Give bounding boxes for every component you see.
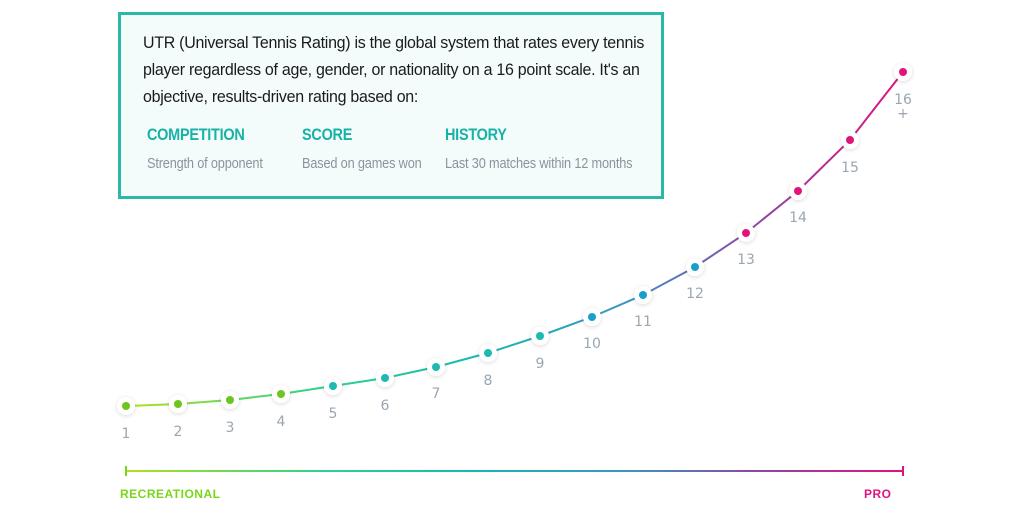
- pro-label: PRO: [864, 487, 892, 501]
- rating-point-12: [686, 258, 704, 276]
- factor-desc: Based on games won: [302, 155, 422, 172]
- factor-score: SCORE Based on games won: [302, 125, 443, 172]
- rating-label-14: 14: [789, 210, 807, 226]
- factor-title: COMPETITION: [147, 125, 245, 144]
- rating-label-7: 7: [432, 386, 441, 402]
- utr-info-box: UTR (Universal Tennis Rating) is the glo…: [118, 12, 664, 199]
- rating-label-1: 1: [122, 426, 131, 442]
- intro-text: UTR (Universal Tennis Rating) is the glo…: [143, 33, 645, 106]
- factor-desc: Last 30 matches within 12 months: [445, 155, 633, 172]
- rating-point-5: [324, 377, 342, 395]
- recreational-label: RECREATIONAL: [120, 487, 221, 501]
- rating-label-6: 6: [381, 398, 390, 414]
- rating-point-16: [894, 63, 912, 81]
- rating-label-13: 13: [737, 252, 755, 268]
- rating-point-15: [841, 131, 859, 149]
- rating-point-11: [634, 286, 652, 304]
- rating-point-3: [221, 391, 239, 409]
- rating-label-4: 4: [277, 414, 286, 430]
- rating-point-9: [531, 327, 549, 345]
- rating-curve-line: [125, 71, 904, 407]
- factor-history: HISTORY Last 30 matches within 12 months: [445, 125, 665, 172]
- rating-point-4: [272, 385, 290, 403]
- rating-label-3: 3: [226, 420, 235, 436]
- rating-point-6: [376, 369, 394, 387]
- rating-point-13: [737, 224, 755, 242]
- rating-point-1: [117, 397, 135, 415]
- rating-point-10: [583, 308, 601, 326]
- rating-label-11: 11: [634, 314, 652, 330]
- rating-point-7: [427, 358, 445, 376]
- rating-plus-suffix: +: [897, 106, 909, 122]
- rating-label-16: 16: [894, 92, 912, 108]
- rating-label-9: 9: [536, 356, 545, 372]
- rating-label-2: 2: [174, 424, 183, 440]
- rating-label-5: 5: [329, 406, 338, 422]
- rating-label-8: 8: [484, 373, 493, 389]
- factor-desc: Strength of opponent: [147, 155, 263, 172]
- factor-title: HISTORY: [445, 125, 507, 144]
- rating-point-14: [789, 182, 807, 200]
- rating-label-15: 15: [841, 160, 859, 176]
- rating-point-2: [169, 395, 187, 413]
- factor-competition: COMPETITION Strength of opponent: [147, 125, 283, 172]
- rating-point-8: [479, 344, 497, 362]
- rating-label-10: 10: [583, 336, 601, 352]
- rating-label-12: 12: [686, 286, 704, 302]
- factor-title: SCORE: [302, 125, 353, 144]
